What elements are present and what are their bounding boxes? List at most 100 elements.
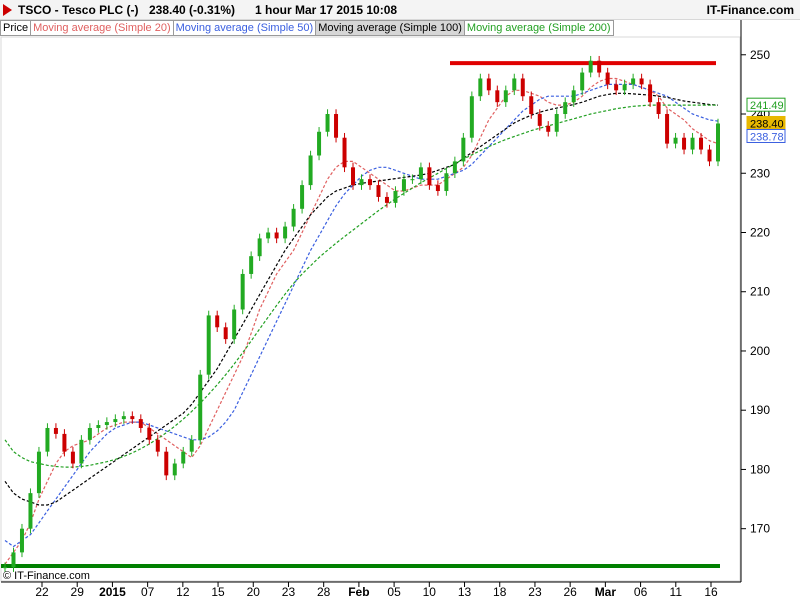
- candle-body: [452, 161, 457, 174]
- candle-body: [266, 232, 271, 239]
- candle-body: [215, 315, 220, 328]
- brand-label: IT-Finance.com: [706, 3, 794, 17]
- candle-body: [36, 451, 41, 494]
- x-tick-label: 23: [282, 585, 296, 599]
- candle-body: [291, 208, 296, 227]
- candle-body: [138, 419, 143, 428]
- candle-body: [96, 425, 101, 428]
- candle-body: [325, 114, 330, 132]
- price-label-box: [746, 128, 786, 143]
- candle-body: [648, 84, 653, 103]
- price-label-box: [746, 97, 786, 112]
- x-tick-label: 26: [563, 585, 577, 599]
- candle-body: [665, 114, 670, 144]
- candle-body: [308, 155, 313, 186]
- legend-ma100[interactable]: Moving average (Simple 100): [316, 20, 465, 36]
- symbol-name: TSCO - Tesco PLC (-): [18, 3, 139, 17]
- x-tick-label: 28: [317, 585, 331, 599]
- candle-body: [486, 78, 491, 91]
- candle-body: [503, 90, 508, 103]
- candle-body: [546, 125, 551, 132]
- x-tick-label: 11: [670, 585, 683, 599]
- y-tick-label: 250: [750, 48, 770, 62]
- candle-body: [478, 78, 483, 97]
- candle-body: [172, 463, 177, 476]
- candle-body: [53, 427, 58, 434]
- candle-body: [410, 179, 415, 181]
- candle-body: [359, 179, 364, 186]
- ma100-line: [4, 92, 719, 506]
- candle-body: [682, 137, 687, 150]
- candle-body: [189, 439, 194, 452]
- candle-body: [223, 327, 228, 340]
- candle-body: [334, 114, 339, 138]
- legend-price[interactable]: Price: [0, 20, 32, 36]
- candle-body: [631, 78, 636, 85]
- x-tick-label: 05: [387, 585, 401, 599]
- candle-body: [70, 451, 75, 464]
- candle-body: [580, 72, 585, 91]
- candle-body: [597, 60, 602, 73]
- legend-ma50[interactable]: Moving average (Simple 50): [173, 20, 317, 36]
- candle-body: [614, 84, 619, 91]
- candle-body: [249, 256, 254, 274]
- y-tick-label: 210: [750, 285, 770, 299]
- candle-body: [367, 179, 372, 186]
- price-change: 238.40 (-0.31%): [149, 3, 236, 17]
- candle-body: [384, 196, 389, 203]
- legend: Price Moving average (Simple 20) Moving …: [0, 20, 614, 36]
- candle-body: [605, 72, 610, 85]
- candle-body: [45, 427, 50, 452]
- legend-ma200[interactable]: Moving average (Simple 200): [464, 20, 614, 36]
- candle-body: [283, 226, 288, 239]
- candle-body: [622, 84, 627, 91]
- candle-body: [206, 315, 211, 375]
- x-tick-label: 18: [493, 585, 507, 599]
- candle-body: [11, 552, 16, 568]
- candle-body: [537, 114, 542, 126]
- candle-body: [147, 427, 152, 440]
- candle-body: [317, 131, 322, 156]
- x-tick-label: 13: [458, 585, 472, 599]
- candle-body: [563, 102, 568, 115]
- x-tick-label: 29: [71, 585, 85, 599]
- candle-body: [469, 96, 474, 138]
- candle-body: [164, 451, 169, 476]
- candle-body: [104, 422, 109, 426]
- legend-ma20[interactable]: Moving average (Simple 20): [31, 20, 174, 36]
- candle-body: [87, 427, 92, 440]
- candle-body: [62, 433, 67, 452]
- x-tick-label: 06: [634, 585, 648, 599]
- plot-area: [0, 36, 741, 582]
- y-tick-label: 170: [750, 522, 770, 536]
- x-tick-label: 20: [247, 585, 261, 599]
- candle-body: [418, 167, 423, 180]
- candle-body: [376, 185, 381, 197]
- price-label: 238.40: [750, 118, 784, 130]
- candle-body: [656, 102, 661, 115]
- timeframe-date: 1 hour Mar 17 2015 10:08: [255, 3, 398, 17]
- candle-body: [113, 419, 118, 423]
- candle-body: [690, 137, 695, 150]
- candle-body: [393, 191, 398, 203]
- candle-body: [198, 374, 203, 440]
- candle-body: [461, 137, 466, 162]
- candle-body: [130, 416, 135, 420]
- y-tick-label: 180: [750, 462, 770, 476]
- x-tick-label: 07: [141, 585, 155, 599]
- candle-body: [444, 173, 449, 192]
- y-tick-label: 200: [750, 344, 770, 358]
- candle-body: [232, 309, 237, 340]
- candle-body: [716, 123, 720, 162]
- candle-body: [673, 137, 678, 144]
- candle-body: [554, 114, 559, 132]
- candle-body: [155, 439, 160, 452]
- candle-body: [3, 567, 7, 569]
- candle-body: [588, 60, 593, 73]
- candle-body: [274, 232, 279, 239]
- chart-header: TSCO - Tesco PLC (-) 238.40 (-0.31%) 1 h…: [0, 0, 800, 20]
- y-tick-label: 220: [750, 225, 770, 239]
